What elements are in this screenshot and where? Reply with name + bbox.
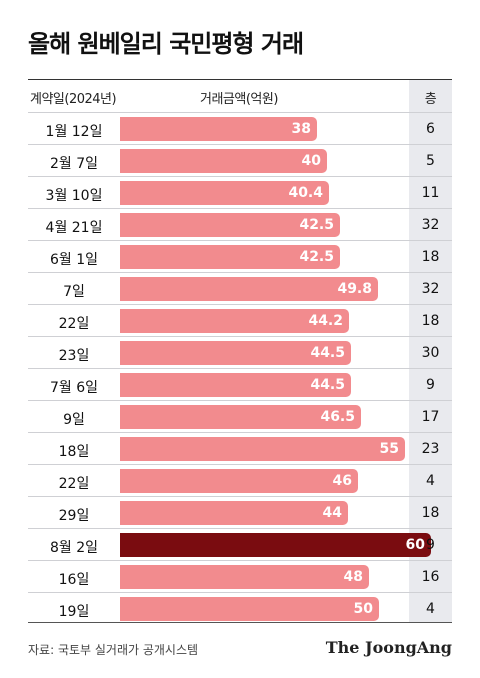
bar <box>120 373 351 397</box>
floor-value: 5 <box>426 153 435 169</box>
bar-value-label: 42.5 <box>299 249 334 265</box>
floor-value: 6 <box>426 121 435 137</box>
date-label: 1월 12일 <box>45 124 103 140</box>
table-row: 2월 7일 40 5 <box>28 144 452 176</box>
bar <box>120 469 358 493</box>
floor-value: 18 <box>421 249 440 265</box>
bar-value-label: 44 <box>322 505 342 521</box>
bar-value-label: 46.5 <box>320 409 355 425</box>
bar <box>120 213 340 237</box>
floor-value: 32 <box>421 217 440 233</box>
date-label: 9일 <box>63 412 85 428</box>
chart-title: 올해 원베일리 국민평형 거래 <box>28 30 304 58</box>
bar-value-label: 40.4 <box>288 185 323 201</box>
brand-logo: The JoongAng <box>325 638 452 657</box>
table-row: 7일 49.8 32 <box>28 272 452 304</box>
bar <box>120 565 369 589</box>
bar <box>120 309 349 333</box>
table-row: 9일 46.5 17 <box>28 400 452 432</box>
table-row: 29일 44 18 <box>28 496 452 528</box>
bar-value-label: 46 <box>332 473 352 489</box>
bottom-rule <box>28 622 452 623</box>
floor-value: 18 <box>421 505 440 521</box>
floor-value: 9 <box>426 377 435 393</box>
date-label: 4월 21일 <box>45 220 103 236</box>
date-label: 29일 <box>58 508 90 524</box>
date-label: 19일 <box>58 604 90 620</box>
table-row: 4월 21일 42.5 32 <box>28 208 452 240</box>
bar <box>120 149 327 173</box>
date-label: 18일 <box>58 444 90 460</box>
floor-value: 4 <box>426 473 435 489</box>
bar <box>120 405 361 429</box>
floor-value: 16 <box>421 569 440 585</box>
floor-value: 4 <box>426 601 435 617</box>
date-label: 8월 2일 <box>49 540 99 556</box>
bar <box>120 117 317 141</box>
bar <box>120 245 340 269</box>
table-row: 7월 6일 44.5 9 <box>28 368 452 400</box>
table-row: 19일 50 4 <box>28 592 452 624</box>
date-label: 22일 <box>58 316 90 332</box>
date-label: 16일 <box>58 572 90 588</box>
floor-value: 32 <box>421 281 440 297</box>
table-row: 16일 48 16 <box>28 560 452 592</box>
table-row: 1월 12일 38 6 <box>28 112 452 144</box>
bar <box>120 277 378 301</box>
bar-value-label: 38 <box>291 121 311 137</box>
date-label: 6월 1일 <box>49 252 99 268</box>
table-row: 22일 46 4 <box>28 464 452 496</box>
source-note: 자료: 국토부 실거래가 공개시스템 <box>28 643 199 657</box>
top-rule <box>28 79 452 80</box>
floor-value: 17 <box>421 409 440 425</box>
bar-value-label: 42.5 <box>299 217 334 233</box>
bar-value-label: 44.5 <box>310 377 345 393</box>
bar <box>120 597 379 621</box>
table-row: 6월 1일 42.5 18 <box>28 240 452 272</box>
floor-value: 9 <box>426 537 435 553</box>
bar-value-label: 48 <box>343 569 363 585</box>
floor-value: 18 <box>421 313 440 329</box>
table-row: 18일 55 23 <box>28 432 452 464</box>
bar-value-label: 60 <box>405 537 425 553</box>
bar <box>120 501 348 525</box>
floor-value: 11 <box>421 185 440 201</box>
date-label: 22일 <box>58 476 90 492</box>
bar <box>120 341 351 365</box>
floor-column-background <box>409 80 452 622</box>
bar-value-label: 44.2 <box>308 313 343 329</box>
table-row: 23일 44.5 30 <box>28 336 452 368</box>
date-label: 2월 7일 <box>49 156 99 172</box>
bar-value-label: 40 <box>301 153 321 169</box>
date-label: 7일 <box>63 284 85 300</box>
floor-value: 30 <box>421 345 440 361</box>
bar <box>120 181 329 205</box>
bar-value-label: 50 <box>353 601 373 617</box>
bar-highlight <box>120 533 431 557</box>
bar-value-label: 44.5 <box>310 345 345 361</box>
table-row: 8월 2일 60 9 <box>28 528 452 560</box>
bar-value-label: 49.8 <box>337 281 372 297</box>
bar <box>120 437 405 461</box>
floor-column-header: 층 <box>424 92 437 107</box>
date-label: 3월 10일 <box>45 188 103 204</box>
bar-value-label: 55 <box>379 441 399 457</box>
date-column-header: 계약일(2024년) <box>30 92 117 107</box>
table-row: 22일 44.2 18 <box>28 304 452 336</box>
date-label: 23일 <box>58 348 90 364</box>
amount-column-header: 거래금액(억원) <box>200 92 278 107</box>
floor-value: 23 <box>421 441 440 457</box>
date-label: 7월 6일 <box>49 380 99 396</box>
table-header: 계약일(2024년) 거래금액(억원) 층 <box>28 80 452 112</box>
table-row: 3월 10일 40.4 11 <box>28 176 452 208</box>
